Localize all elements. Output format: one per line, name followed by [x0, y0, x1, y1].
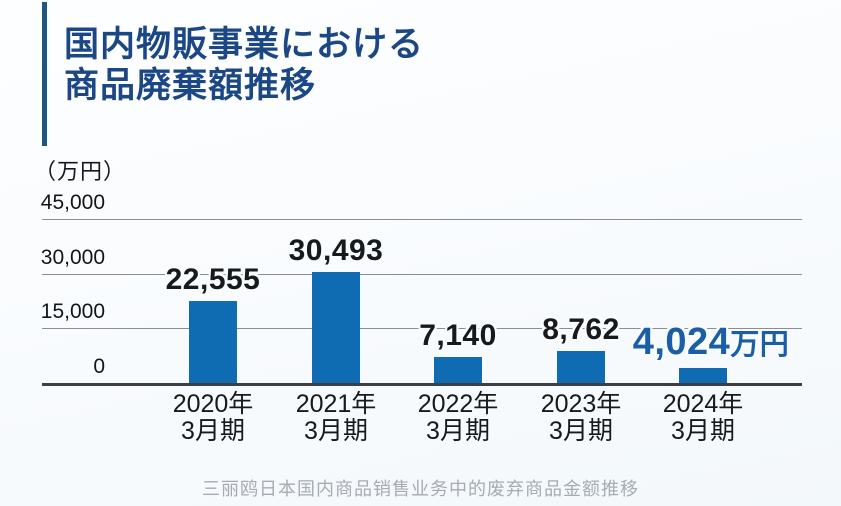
- y-axis-unit-label: （万円）: [34, 159, 127, 184]
- y-axis-tick-label: 0: [93, 355, 105, 378]
- bar-2022年: [434, 357, 482, 383]
- x-axis-category-line: 2020年: [172, 390, 254, 418]
- x-axis-category-line: 3月期: [304, 417, 368, 445]
- bar-2024年: [679, 368, 727, 383]
- x-axis-category-line: 3月期: [426, 417, 490, 445]
- x-axis-category-label: 2022年 3月期: [373, 391, 543, 445]
- x-axis-category-line: 3月期: [549, 417, 613, 445]
- y-axis-tick-label: 45,000: [40, 191, 105, 214]
- gridline-15000: [42, 328, 802, 329]
- x-axis-baseline: [42, 383, 802, 386]
- chart-title: 国内物販事業における 商品廃棄額推移: [64, 24, 424, 106]
- bar-2020年: [189, 301, 237, 383]
- x-axis-category-line: 2022年: [417, 390, 499, 418]
- bar-2021年: [312, 272, 360, 383]
- bar-value-label: 22,555: [165, 263, 261, 296]
- highlight-value: 4,024: [632, 321, 731, 363]
- x-axis-category-line: 2023年: [540, 390, 622, 418]
- x-axis-category-line: 3月期: [181, 417, 245, 445]
- title-accent-bar: [42, 2, 47, 146]
- y-axis-tick-label: 15,000: [40, 300, 105, 323]
- highlight-value-unit: 万円: [730, 329, 790, 361]
- bar-value-label-highlight: 4,024万円: [596, 322, 826, 365]
- x-axis-category-label: 2023年 3月期: [496, 391, 666, 445]
- bar-value-label: 30,493: [288, 234, 384, 267]
- image-caption: 三丽鸥日本国内商品销售业务中的废弃商品金额推移: [202, 479, 639, 499]
- bar-value-label: 7,140: [419, 319, 497, 352]
- y-axis-tick-label: 30,000: [40, 246, 105, 269]
- x-axis-category-line: 2024年: [662, 390, 744, 418]
- x-axis-category-label: 2024年 3月期: [618, 391, 788, 445]
- bar-value-label: 8,762: [542, 313, 620, 346]
- gridline-30000: [42, 274, 802, 275]
- x-axis-category-label: 2020年 3月期: [128, 391, 298, 445]
- bar-2023年: [557, 351, 605, 383]
- x-axis-category-label: 2021年 3月期: [251, 391, 421, 445]
- chart-title-line1: 国内物販事業における: [64, 25, 425, 64]
- gridline-45000: [42, 219, 802, 220]
- x-axis-category-line: 2021年: [295, 390, 377, 418]
- chart-title-line2: 商品廃棄額推移: [64, 66, 317, 105]
- x-axis-category-line: 3月期: [671, 417, 735, 445]
